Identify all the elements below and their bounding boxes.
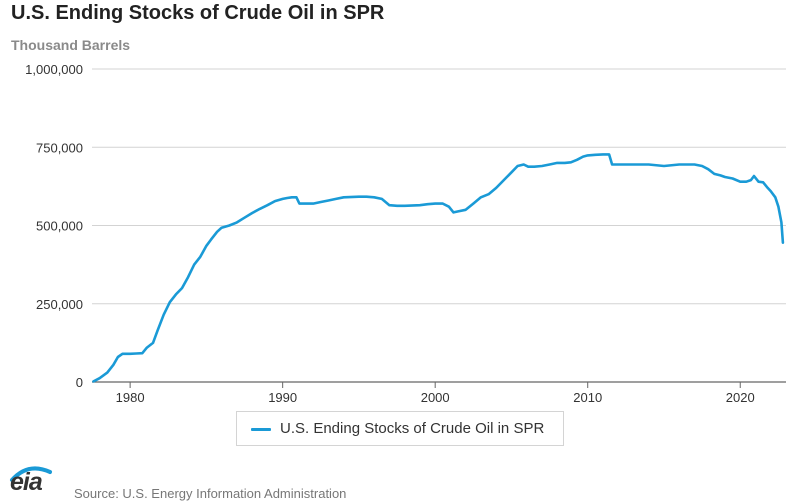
x-tick-label: 2000 — [421, 390, 450, 405]
y-tick-label: 0 — [76, 375, 83, 390]
x-tick-label: 1990 — [268, 390, 297, 405]
series-layer — [92, 153, 785, 383]
series-line[interactable] — [92, 153, 785, 383]
logo-arc-icon — [10, 466, 52, 482]
y-tick-label: 500,000 — [36, 219, 83, 234]
y-axis-ticks: 0 250,000 500,000 750,000 1,000,000 — [25, 62, 83, 390]
x-tick-label: 2010 — [573, 390, 602, 405]
y-axis-title: Thousand Barrels — [11, 37, 130, 53]
chart-title: U.S. Ending Stocks of Crude Oil in SPR — [11, 2, 385, 24]
x-tick-label: 1980 — [116, 390, 145, 405]
gridlines — [92, 68, 786, 305]
y-tick-label: 250,000 — [36, 297, 83, 312]
x-tick-label: 2020 — [726, 390, 755, 405]
x-axis-ticks: 1980 1990 2000 2010 2020 — [116, 382, 755, 405]
legend-label: U.S. Ending Stocks of Crude Oil in SPR — [280, 420, 545, 437]
logo-text: eia — [10, 468, 43, 496]
y-tick-label: 750,000 — [36, 140, 83, 155]
legend-swatch — [251, 428, 271, 431]
source-note: Source: U.S. Energy Information Administ… — [74, 486, 347, 501]
legend[interactable]: U.S. Ending Stocks of Crude Oil in SPR — [236, 411, 564, 446]
chart-plot: Thousand Barrels 0 250,000 500,000 750,000 1… — [11, 37, 786, 405]
eia-logo: eia — [6, 466, 66, 500]
y-tick-label: 1,000,000 — [25, 62, 83, 77]
